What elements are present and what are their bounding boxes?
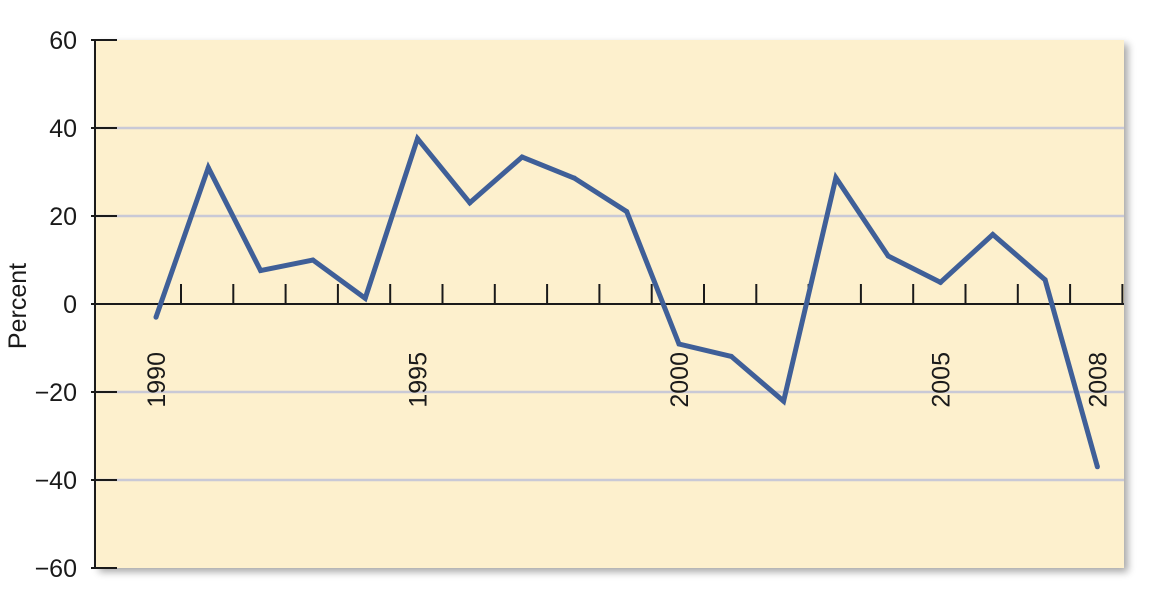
x-tick-label-2005: 2005 [928,352,956,408]
x-tick-label-2000: 2000 [666,352,694,408]
data-point-2008 [1094,464,1100,470]
x-tick-labels: 1990 1995 2000 2005 2008 [143,352,1112,408]
data-point-2001 [728,353,734,359]
data-point-1994 [362,295,368,301]
y-tick-label-3: 0 [63,291,77,319]
data-point-1993 [310,257,316,263]
data-point-1995 [415,136,420,142]
y-tick-label-0: 60 [49,27,77,55]
data-point-2003 [833,175,839,181]
data-point-2000 [676,341,682,347]
axes [91,39,1124,569]
x-tick-label-1995: 1995 [405,352,433,408]
data-point-1999 [624,209,630,215]
data-point-2004 [885,253,891,259]
y-tick-label-6: −60 [35,555,77,583]
x-tick-label-2008: 2008 [1084,352,1112,408]
data-point-1996 [467,200,473,206]
data-point-2006 [990,231,996,237]
data-points [153,136,1100,470]
y-tick-label-5: −40 [35,467,77,495]
y-tick-labels: 60 40 20 0 −20 −40 −60 [35,27,77,583]
y-tick-label-1: 40 [49,115,77,143]
data-point-2005 [938,279,943,285]
data-point-2002 [781,398,787,404]
x-tick-label-1990: 1990 [143,352,171,408]
data-point-1991 [205,165,211,171]
gridlines [95,126,1124,482]
data-point-1998 [571,175,577,181]
data-point-1990 [153,314,159,320]
data-point-1992 [258,268,264,274]
y-tick-label-4: −20 [35,379,77,407]
data-point-2007 [1042,277,1048,283]
data-point-1997 [519,154,525,160]
y-axis-title: Percent [4,263,32,349]
y-tick-label-2: 20 [49,203,77,231]
